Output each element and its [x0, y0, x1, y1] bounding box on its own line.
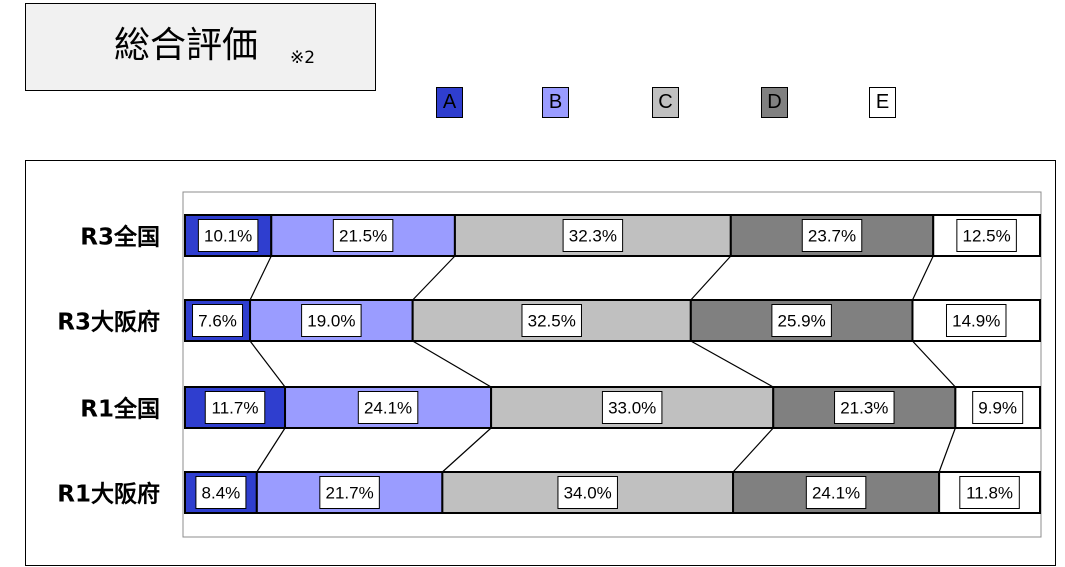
- data-label-d-4: 24.1%: [812, 484, 860, 503]
- legend-label-a: A: [442, 91, 457, 113]
- data-label-box-e-1: [956, 219, 1017, 252]
- data-label-box-b-2: [301, 304, 362, 337]
- data-label-box-a-3: [204, 391, 266, 424]
- legend-swatch-a: A: [436, 87, 463, 118]
- series-line-2-3: [690, 340, 774, 388]
- data-label-e-1: 12.5%: [963, 227, 1011, 246]
- legend-label-b: B: [548, 91, 563, 113]
- series-line-1-4: [911, 255, 934, 301]
- series-line-1-2: [412, 255, 456, 301]
- legend-label-d: D: [767, 91, 782, 113]
- data-label-b-1: 21.5%: [339, 227, 387, 246]
- data-label-e-2: 14.9%: [952, 312, 1000, 331]
- data-label-box-d-3: [834, 391, 895, 424]
- data-label-box-c-1: [562, 219, 624, 252]
- data-label-box-d-2: [771, 304, 832, 337]
- data-label-d-3: 21.3%: [840, 399, 888, 418]
- data-label-box-b-4: [319, 476, 380, 509]
- data-label-e-3: 9.9%: [978, 399, 1017, 418]
- data-label-box-d-4: [805, 476, 867, 509]
- data-label-box-e-3: [972, 391, 1024, 424]
- data-label-a-4: 8.4%: [202, 484, 241, 503]
- data-label-box-a-2: [192, 304, 244, 337]
- data-label-box-a-4: [195, 476, 247, 509]
- legend-label-e: E: [875, 91, 890, 113]
- data-label-d-2: 25.9%: [778, 312, 826, 331]
- data-label-box-c-4: [557, 476, 618, 509]
- data-label-c-3: 33.0%: [608, 399, 656, 418]
- legend-swatch-e: E: [869, 87, 896, 118]
- data-label-b-4: 21.7%: [325, 484, 373, 503]
- data-label-e-4: 11.8%: [966, 484, 1013, 503]
- category-label-2: R3大阪府: [57, 309, 160, 336]
- legend-swatch-d: D: [761, 87, 788, 118]
- data-label-c-2: 32.5%: [528, 312, 576, 331]
- category-label-1: R3全国: [80, 224, 160, 251]
- series-line-3-2: [441, 427, 492, 473]
- data-label-a-3: 11.7%: [212, 399, 259, 418]
- data-label-box-d-1: [801, 219, 863, 252]
- data-label-c-4: 34.0%: [564, 484, 612, 503]
- data-label-box-c-3: [601, 391, 663, 424]
- data-label-box-b-3: [357, 391, 419, 424]
- legend-swatch-b: B: [542, 87, 569, 118]
- series-line-1-1: [249, 255, 272, 301]
- series-line-2-2: [412, 340, 492, 388]
- data-label-b-2: 19.0%: [307, 312, 355, 331]
- series-line-3-4: [938, 427, 956, 473]
- chart-title-note: ※2: [290, 48, 316, 68]
- data-label-box-c-2: [521, 304, 582, 337]
- series-line-3-1: [256, 427, 286, 473]
- data-label-b-3: 24.1%: [364, 399, 412, 418]
- data-label-box-a-1: [197, 219, 259, 252]
- data-label-a-2: 7.6%: [198, 312, 237, 331]
- series-line-3-3: [732, 427, 774, 473]
- legend-swatch-c: C: [652, 87, 679, 118]
- category-label-3: R1全国: [80, 396, 160, 423]
- data-label-c-1: 32.3%: [569, 227, 617, 246]
- chart-title: 総合評価: [114, 25, 259, 66]
- data-label-box-e-4: [959, 476, 1020, 509]
- series-line-2-4: [912, 340, 956, 388]
- data-label-box-b-1: [332, 219, 394, 252]
- data-label-d-1: 23.7%: [808, 227, 856, 246]
- data-label-a-1: 10.1%: [204, 227, 252, 246]
- chart-title-box: 総合評価 ※2: [25, 3, 376, 91]
- data-label-box-e-2: [945, 304, 1007, 337]
- legend-label-c: C: [658, 91, 673, 113]
- series-line-2-1: [249, 340, 286, 388]
- plot-area: [182, 191, 1042, 538]
- series-line-1-3: [690, 255, 732, 301]
- category-label-4: R1大阪府: [57, 481, 160, 508]
